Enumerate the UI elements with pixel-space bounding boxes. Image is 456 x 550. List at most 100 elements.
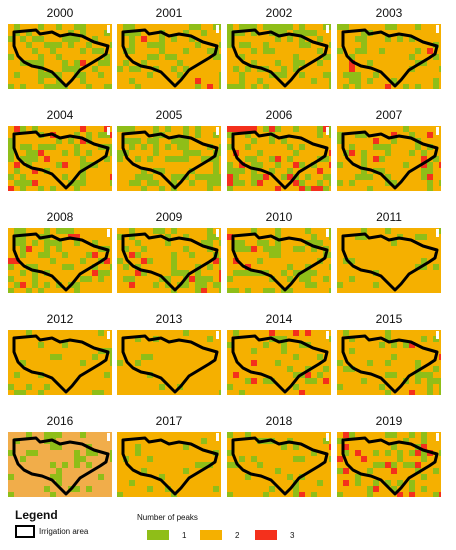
peak-cell xyxy=(165,24,171,30)
peak-cell xyxy=(245,168,251,174)
peak-cell xyxy=(275,84,281,89)
peak-cell xyxy=(92,60,98,66)
peak-cell xyxy=(269,264,275,270)
peak-cell xyxy=(147,60,153,66)
peak-cell xyxy=(415,330,421,336)
peak-cell xyxy=(219,360,221,366)
peak-cell xyxy=(195,168,201,174)
peak-cell xyxy=(311,84,317,89)
peak-cell xyxy=(343,42,349,48)
peak-cell xyxy=(80,234,86,240)
peak-cell xyxy=(361,390,367,395)
peak-cell xyxy=(26,246,32,252)
peak-cell xyxy=(421,36,427,42)
peak-cell xyxy=(293,432,299,438)
peak-cell xyxy=(14,246,20,252)
peak-cell xyxy=(329,348,331,354)
peak-cell xyxy=(403,156,409,162)
peak-cell xyxy=(281,378,287,384)
peak-cell xyxy=(104,168,110,174)
peak-cell xyxy=(245,282,251,288)
peak-cell xyxy=(165,168,171,174)
peak-cell xyxy=(189,60,195,66)
peak-cell xyxy=(415,186,421,191)
peak-cell xyxy=(299,444,305,450)
peak-cell xyxy=(68,462,74,468)
peak-cell xyxy=(361,336,367,342)
peak-cell xyxy=(44,360,50,366)
peak-cell xyxy=(367,288,373,293)
peak-cell xyxy=(439,456,441,462)
peak-cell xyxy=(117,438,123,444)
peak-cell xyxy=(147,288,153,293)
peak-cell xyxy=(14,348,20,354)
peak-cell xyxy=(373,24,379,30)
peak-cell xyxy=(86,432,92,438)
peak-cell xyxy=(62,360,68,366)
peak-cell xyxy=(159,78,165,84)
map-panel-2016 xyxy=(8,432,112,497)
peak-cell xyxy=(263,186,269,191)
peak-cell xyxy=(159,288,165,293)
peak-cell xyxy=(397,60,403,66)
peak-cell xyxy=(86,330,92,336)
peak-cell xyxy=(263,54,269,60)
peak-cell xyxy=(32,390,38,395)
peak-cell xyxy=(135,342,141,348)
peak-cell xyxy=(213,492,219,497)
peak-cell xyxy=(239,234,245,240)
peak-cell xyxy=(361,384,367,390)
peak-cell xyxy=(293,264,299,270)
peak-cell xyxy=(293,240,299,246)
peak-cell xyxy=(439,462,441,468)
peak-cell xyxy=(409,234,415,240)
peak-cell xyxy=(227,234,233,240)
peak-cell xyxy=(305,54,311,60)
peak-cell xyxy=(44,138,50,144)
peak-cell xyxy=(245,492,251,497)
peak-cell xyxy=(299,492,305,497)
irrigation-area-outline xyxy=(12,334,110,394)
peak-cell xyxy=(361,462,367,468)
peak-cell xyxy=(8,336,14,342)
peak-cell xyxy=(189,258,195,264)
peak-cell xyxy=(299,78,305,84)
peak-cell xyxy=(337,456,343,462)
peak-cell xyxy=(227,372,233,378)
peak-cell xyxy=(32,162,38,168)
peak-cell xyxy=(177,168,183,174)
peak-cell xyxy=(123,36,129,42)
peak-cell xyxy=(38,162,44,168)
peak-cell xyxy=(201,54,207,60)
peak-cell xyxy=(8,234,14,240)
peak-cell xyxy=(239,48,245,54)
peak-cell xyxy=(74,270,80,276)
peak-cell xyxy=(299,438,305,444)
peak-cell xyxy=(195,474,201,480)
peak-cell xyxy=(56,234,62,240)
peak-cell xyxy=(117,54,123,60)
peak-cell xyxy=(159,354,165,360)
irrigation-area-outline xyxy=(121,232,219,292)
peak-cell xyxy=(263,264,269,270)
peak-cell xyxy=(129,54,135,60)
peak-cell xyxy=(80,444,86,450)
peak-cell xyxy=(80,438,86,444)
peak-cell xyxy=(367,348,373,354)
peak-cell xyxy=(373,468,379,474)
peak-cell xyxy=(98,66,104,72)
peak-cell xyxy=(38,354,44,360)
peak-cell xyxy=(317,390,323,395)
year-label: 2006 xyxy=(265,108,293,122)
peak-cell xyxy=(343,162,349,168)
peak-cell xyxy=(171,438,177,444)
peak-cell xyxy=(32,468,38,474)
peak-cell xyxy=(245,330,251,336)
peak-cell xyxy=(98,486,104,492)
peak-cell xyxy=(38,180,44,186)
peak-cell xyxy=(159,126,165,132)
peak-cell xyxy=(38,348,44,354)
peak-cell xyxy=(50,36,56,42)
peak-cell xyxy=(403,150,409,156)
peak-cell xyxy=(92,186,98,191)
